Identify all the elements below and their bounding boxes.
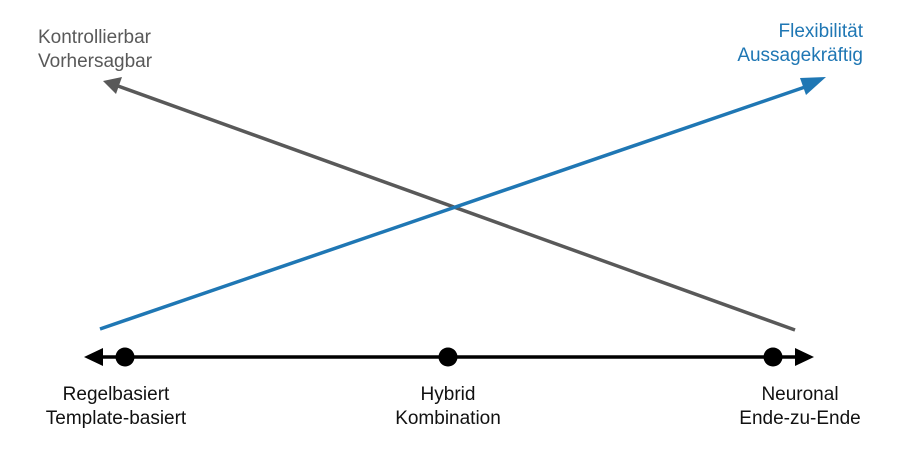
increasing-trend-label: Flexibilität Aussagekräftig: [737, 20, 863, 68]
blue-arrowhead-icon: [800, 77, 826, 95]
decreasing-trend-label-line1: Kontrollierbar: [38, 27, 151, 48]
axis-label-right-line1: Neuronal: [761, 384, 839, 405]
axis-point-left: [115, 347, 135, 367]
blue-trend-line: [99, 84, 809, 331]
axis-label-left-line2: Template-basiert: [45, 408, 187, 429]
axis-label-middle-line2: Kombination: [395, 408, 501, 429]
decreasing-trend-label-line2: Vorhersagbar: [38, 51, 153, 72]
axis-point-middle: [438, 347, 458, 367]
axis-left-arrowhead-icon: [84, 348, 103, 366]
increasing-trend-label-line2: Aussagekräftig: [737, 45, 863, 66]
axis-label-middle-line1: Hybrid: [420, 384, 476, 405]
axis-label-right-line2: Ende-zu-Ende: [739, 408, 861, 429]
axis-right-arrowhead-icon: [795, 348, 814, 366]
axis-label-left: Regelbasiert Template-basiert: [0, 383, 232, 431]
gray-arrowhead-icon: [103, 77, 122, 94]
increasing-trend-label-line1: Flexibilität: [778, 21, 863, 42]
axis-point-right: [763, 347, 783, 367]
axis-label-middle: Hybrid Kombination: [344, 383, 552, 431]
decreasing-trend-label: Kontrollierbar Vorhersagbar: [38, 26, 152, 74]
axis-label-left-line1: Regelbasiert: [62, 384, 170, 405]
axis-label-right: Neuronal Ende-zu-Ende: [700, 383, 900, 431]
